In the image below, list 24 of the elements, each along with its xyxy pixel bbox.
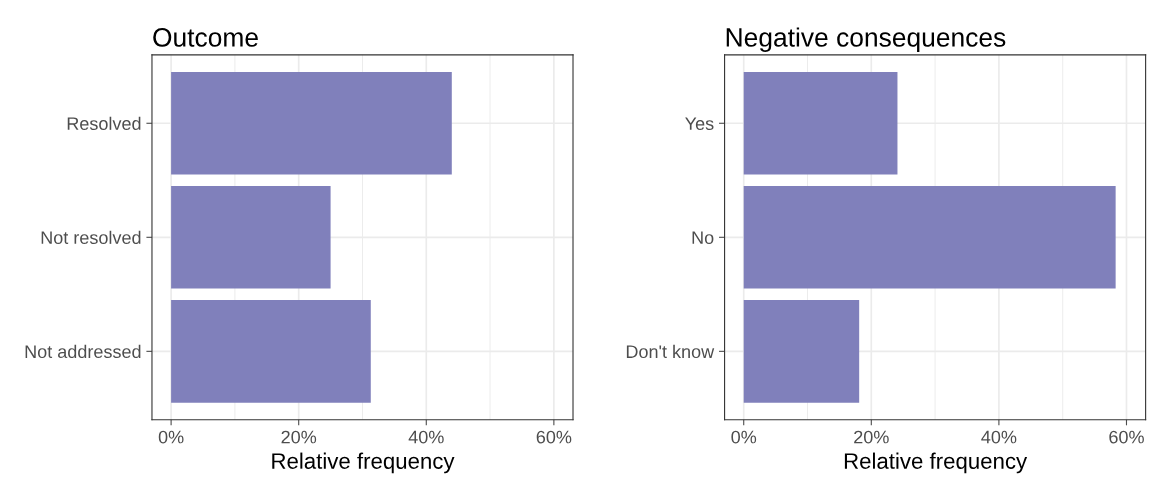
bar xyxy=(171,300,371,403)
y-tick-label: Don't know xyxy=(626,344,715,359)
x-tick-label: 60% xyxy=(1109,430,1144,444)
x-tick-label: 0% xyxy=(158,430,184,444)
x-axis-title: Relative frequency xyxy=(272,452,455,474)
y-tick-label: Resolved xyxy=(67,116,141,130)
bar xyxy=(171,71,452,175)
x-tick-label: 20% xyxy=(854,430,889,444)
chart-title: Negative consequences xyxy=(726,27,1006,52)
y-tick-label: Yes xyxy=(685,117,714,130)
x-tick-label: 20% xyxy=(281,430,317,444)
x-tick-label: 60% xyxy=(536,430,572,444)
y-tick-label: Not resolved xyxy=(41,230,141,245)
bar xyxy=(743,300,860,403)
bar xyxy=(743,71,898,175)
chart-title: Outcome xyxy=(153,28,258,47)
x-axis-title: Relative frequency xyxy=(844,452,1028,474)
x-tick-label: 0% xyxy=(731,430,757,444)
bar xyxy=(171,185,331,289)
x-tick-label: 40% xyxy=(408,430,444,444)
x-tick-label: 40% xyxy=(981,430,1017,444)
y-tick-label: No xyxy=(692,231,714,245)
bar xyxy=(743,185,1116,289)
y-tick-label: Not addressed xyxy=(25,344,141,359)
